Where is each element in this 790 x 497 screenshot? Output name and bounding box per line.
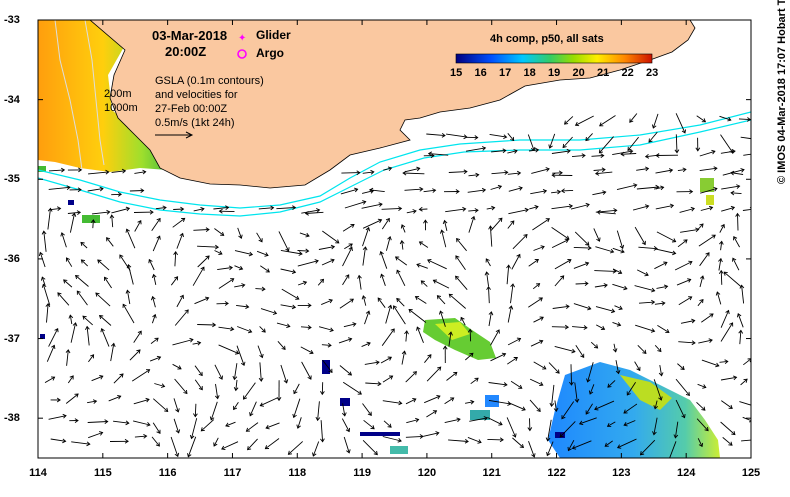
x-tick-label: 124 xyxy=(677,467,695,479)
x-tick-label: 116 xyxy=(159,467,177,479)
gsla-line-3: 27-Feb 00:00Z xyxy=(155,102,264,116)
legend-argo-label: Argo xyxy=(256,46,284,60)
velocity-arrow xyxy=(255,289,265,290)
velocity-arrow xyxy=(571,364,572,385)
velocity-arrow xyxy=(197,325,215,326)
sst-spot xyxy=(390,446,408,454)
y-tick-label: -34 xyxy=(4,94,20,106)
colorbar-tick-label: 19 xyxy=(548,67,560,79)
velocity-arrow xyxy=(130,191,144,192)
x-tick-label: 122 xyxy=(547,467,565,479)
velocity-arrow xyxy=(576,283,588,284)
velocity-arrow xyxy=(721,271,722,285)
x-tick-label: 123 xyxy=(612,467,630,479)
gsla-annotation: GSLA (0.1m contours) and velocities for … xyxy=(155,74,264,130)
x-tick-label: 114 xyxy=(29,467,47,479)
velocity-arrow xyxy=(487,439,503,440)
velocity-arrow xyxy=(173,209,183,210)
velocity-arrowhead xyxy=(668,458,672,462)
velocity-arrowhead xyxy=(757,438,760,442)
x-tick-label: 118 xyxy=(288,467,306,479)
map-date: 03-Mar-2018 xyxy=(152,28,227,43)
velocity-arrow xyxy=(562,190,573,191)
velocity-arrow xyxy=(298,251,309,252)
velocity-arrow xyxy=(470,329,471,341)
depth-label-1000m: 1000m xyxy=(104,101,138,115)
colorbar xyxy=(456,54,652,63)
legend-glider-label: Glider xyxy=(256,28,291,42)
gsla-line-1: GSLA (0.1m contours) xyxy=(155,74,264,88)
colorbar-tick-label: 16 xyxy=(475,67,487,79)
credit-label: © IMOS 04-Mar-2018 17:07 Hobart Time xyxy=(776,0,788,184)
velocity-arrow xyxy=(341,173,359,174)
velocity-arrow xyxy=(552,327,568,328)
velocity-arrow xyxy=(738,214,739,231)
x-tick-label: 119 xyxy=(353,467,371,479)
gsla-line-4: 0.5m/s (1kt 24h) xyxy=(155,116,264,130)
x-tick-label: 115 xyxy=(94,467,112,479)
colorbar-tick-label: 23 xyxy=(646,67,658,79)
y-tick-label: -35 xyxy=(4,173,20,185)
colorbar-tick-label: 20 xyxy=(573,67,585,79)
y-tick-label: -33 xyxy=(4,14,20,26)
velocity-arrowhead xyxy=(762,151,765,155)
gsla-line-2: and velocities for xyxy=(155,88,264,102)
colorbar-tick-label: 15 xyxy=(450,67,462,79)
y-tick-label: -36 xyxy=(4,253,20,265)
colorbar-tick-label: 22 xyxy=(622,67,634,79)
y-tick-label: -38 xyxy=(4,412,20,424)
velocity-arrowhead xyxy=(751,404,755,408)
x-tick-label: 121 xyxy=(483,467,501,479)
x-tick-label: 117 xyxy=(224,467,242,479)
colorbar-tick-label: 18 xyxy=(524,67,536,79)
x-tick-label: 125 xyxy=(742,467,760,479)
sst-spot xyxy=(706,195,714,205)
depth-label-200m: 200m xyxy=(104,87,138,101)
glider-marker-icon: ✦ xyxy=(238,33,246,44)
map-time: 20:00Z xyxy=(165,44,206,59)
colorbar-tick-label: 17 xyxy=(499,67,511,79)
colorbar-title: 4h comp, p50, all sats xyxy=(490,33,604,45)
x-tick-label: 120 xyxy=(418,467,436,479)
velocity-arrowhead xyxy=(752,137,755,141)
y-tick-label: -37 xyxy=(4,333,20,345)
colorbar-tick-label: 21 xyxy=(597,67,609,79)
depth-labels: 200m 1000m xyxy=(104,87,138,115)
sst-spot xyxy=(82,215,100,223)
velocity-arrow xyxy=(195,404,196,417)
